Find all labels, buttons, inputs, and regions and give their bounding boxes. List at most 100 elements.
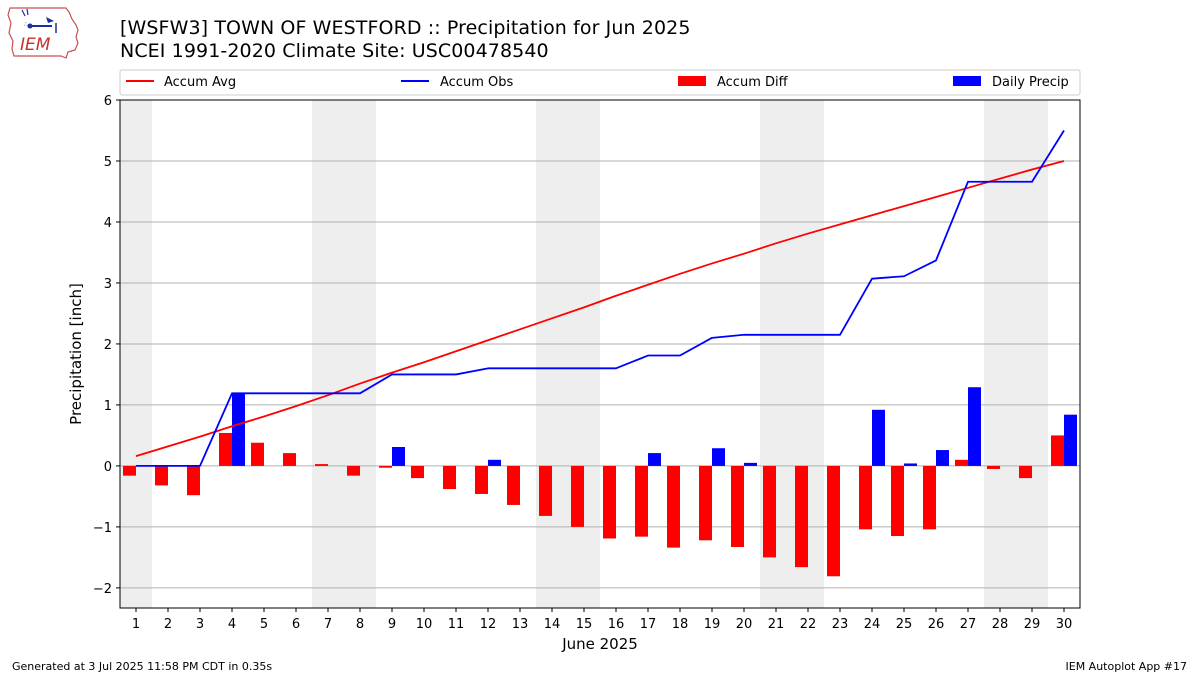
x-tick-label: 11	[448, 617, 465, 632]
daily-precip-bar	[904, 463, 917, 466]
x-tick-label: 2	[164, 617, 172, 632]
legend-swatch-accum-diff	[678, 76, 706, 86]
accum-diff-bar	[251, 442, 264, 466]
y-tick-label: −1	[93, 521, 112, 536]
x-tick-label: 10	[416, 617, 433, 632]
accum-diff-bar	[475, 465, 488, 494]
chart-subtitle: NCEI 1991-2020 Climate Site: USC00478540	[120, 40, 549, 62]
chart-title: [WSFW3] TOWN OF WESTFORD :: Precipitatio…	[120, 17, 691, 39]
x-tick-label: 13	[512, 617, 529, 632]
y-tick-label: 2	[104, 338, 112, 353]
weekend-band-5	[984, 100, 1048, 608]
accum-diff-bar	[219, 432, 232, 466]
accum-diff-bar	[827, 465, 840, 577]
accum-diff-bar	[187, 465, 200, 496]
x-tick-label: 15	[576, 617, 593, 632]
weekend-band-3	[536, 100, 600, 608]
iowa-map-icon: ∴ IEM	[7, 7, 79, 59]
accum-diff-bar	[955, 459, 968, 466]
weekend-band-1	[120, 100, 152, 608]
accum-diff-bar	[987, 465, 1000, 469]
daily-precip-bar	[232, 393, 245, 466]
y-tick-label: 1	[104, 399, 112, 414]
y-tick-label: 4	[104, 216, 112, 231]
x-tick-label: 29	[1024, 617, 1041, 632]
iem-logo: ∴ IEM	[6, 5, 82, 65]
x-tick-label: 19	[704, 617, 721, 632]
plot-frame	[119, 99, 1081, 609]
x-tick-label: 27	[960, 617, 977, 632]
accum-diff-bar	[923, 465, 936, 530]
y-tick-label: 5	[104, 155, 112, 170]
x-tick-label: 26	[928, 617, 945, 632]
x-tick-label: 14	[544, 617, 561, 632]
accum-diff-bar	[155, 465, 168, 486]
x-tick-label: 4	[228, 617, 236, 632]
x-tick-label: 5	[260, 617, 268, 632]
x-tick-label: 30	[1056, 617, 1073, 632]
legend-box	[119, 69, 1081, 96]
accum-diff-bar	[411, 465, 424, 479]
daily-precip-bar	[392, 447, 405, 466]
y-tick-label: 3	[104, 277, 112, 292]
accum-diff-bar	[507, 465, 520, 505]
accum-diff-bar	[603, 465, 616, 539]
accum-diff-bar	[1051, 435, 1064, 466]
accum-diff-bar	[891, 465, 904, 537]
x-tick-label: 16	[608, 617, 625, 632]
x-tick-label: 3	[196, 617, 204, 632]
x-tick-label: 20	[736, 617, 753, 632]
x-axis-label: June 2025	[561, 635, 638, 653]
accum-diff-bar	[795, 465, 808, 568]
daily-precip-bar	[648, 453, 661, 466]
x-tick-label: 28	[992, 617, 1009, 632]
accum-diff-bar	[571, 465, 584, 527]
logo-text: IEM	[20, 35, 51, 55]
accum-avg-line	[135, 160, 1065, 458]
legend-label-accum-diff: Accum Diff	[717, 75, 789, 90]
accum-diff-bar	[123, 465, 136, 476]
daily-precip-bar	[744, 462, 757, 466]
accum-diff-bar	[859, 465, 872, 530]
accum-diff-bar	[315, 464, 328, 466]
legend-swatch-daily-precip	[953, 76, 981, 86]
x-tick-label: 23	[832, 617, 849, 632]
x-tick-label: 1	[132, 617, 140, 632]
accum-diff-bar	[347, 465, 360, 476]
accum-obs-line	[136, 130, 1065, 467]
y-tick-label: 0	[104, 460, 112, 475]
daily-precip-bar	[1064, 414, 1077, 466]
daily-precip-bar	[488, 459, 501, 466]
x-tick-label: 21	[768, 617, 785, 632]
y-tick-label: −2	[93, 582, 112, 597]
accum-diff-bar	[731, 465, 744, 548]
generated-timestamp: Generated at 3 Jul 2025 11:58 PM CDT in …	[12, 660, 273, 673]
legend: Accum Avg Accum Obs Accum Diff Daily Pre…	[119, 69, 1081, 96]
x-tick-label: 6	[292, 617, 300, 632]
legend-label-daily-precip: Daily Precip	[992, 75, 1069, 90]
daily-precip-bar	[712, 448, 725, 466]
accum-diff-bar	[635, 465, 648, 537]
x-tick-label: 22	[800, 617, 817, 632]
x-tick-label: 12	[480, 617, 497, 632]
x-tick-label: 24	[864, 617, 881, 632]
accum-diff-bar	[763, 465, 776, 558]
legend-label-accum-obs: Accum Obs	[440, 75, 513, 90]
accum-diff-bar	[283, 453, 296, 466]
x-tick-label: 7	[324, 617, 332, 632]
y-axis-label: Precipitation [inch]	[67, 283, 85, 425]
accum-diff-bar	[667, 465, 680, 548]
app-label: IEM Autoplot App #17	[1065, 660, 1188, 673]
accum-diff-bar	[379, 465, 392, 468]
svg-text:∴: ∴	[24, 21, 28, 28]
legend-label-accum-avg: Accum Avg	[164, 75, 236, 90]
accum-diff-bar	[1019, 465, 1032, 479]
x-tick-label: 18	[672, 617, 689, 632]
x-tick-label: 25	[896, 617, 913, 632]
y-tick-label: 6	[104, 94, 112, 109]
weekend-band-2	[312, 100, 376, 608]
accum-diff-bar	[539, 465, 552, 516]
daily-precip-bar	[872, 409, 885, 466]
x-tick-label: 17	[640, 617, 657, 632]
